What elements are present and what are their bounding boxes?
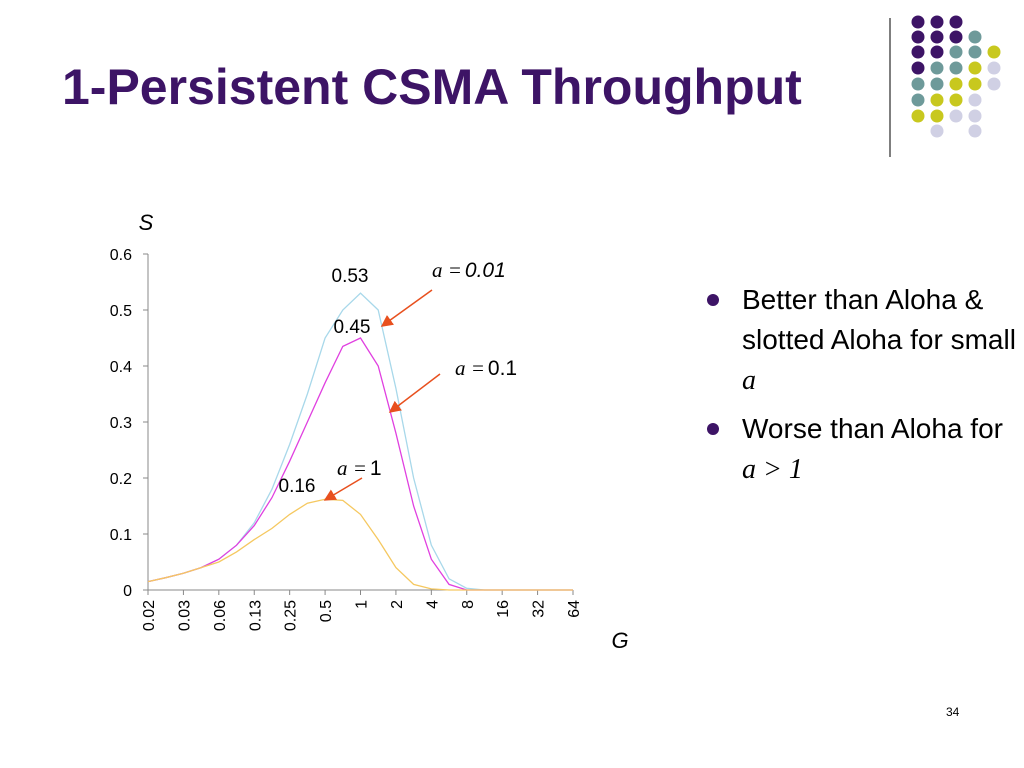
dot (949, 61, 963, 75)
title: 1-Persistent CSMA Throughput (62, 59, 802, 115)
y-tick-label: 0.5 (110, 303, 132, 320)
x-tick-label: 1 (354, 600, 371, 609)
dot (930, 124, 944, 138)
dot (911, 93, 925, 107)
bullet: Better than Aloha & slotted Aloha for sm… (705, 280, 1020, 401)
dot (911, 45, 925, 59)
y-tick-label: 0.1 (110, 527, 132, 544)
dot (911, 77, 925, 91)
x-tick-label: 4 (424, 600, 441, 609)
y-axis-label: S (139, 210, 154, 235)
dot (930, 15, 944, 29)
y-tick-label: 0.6 (110, 247, 132, 264)
annotation-value: 0.1 (488, 357, 517, 380)
bullet-italic: a > 1 (742, 454, 803, 485)
annotation: a = 0.1 (455, 356, 517, 380)
dot (968, 93, 982, 107)
arrow (380, 289, 433, 327)
annotation-value: 1 (370, 457, 382, 480)
annotation-value: 0.01 (465, 259, 506, 282)
bullet: Worse than Aloha for a > 1 (705, 409, 1020, 490)
dot (949, 109, 963, 123)
dot (930, 93, 944, 107)
annotation: a = 0.01 (432, 258, 506, 282)
dot (911, 109, 925, 123)
x-tick-label: 8 (460, 600, 477, 609)
dot (987, 61, 1001, 75)
decoration (911, 15, 1001, 138)
x-tick-label: 0.03 (176, 600, 193, 631)
x-tick-label: 32 (531, 600, 548, 618)
dot (930, 77, 944, 91)
annotation-symbol: a = (455, 356, 485, 380)
dot (949, 45, 963, 59)
y-tick-label: 0.2 (110, 471, 132, 488)
series-line (147, 498, 573, 591)
dot (968, 77, 982, 91)
bullet-italic: a (742, 365, 756, 396)
dot (911, 30, 925, 44)
dot (968, 124, 982, 138)
annotation: a = 1 (337, 456, 382, 480)
x-tick-label: 0.06 (212, 600, 229, 631)
dot (930, 45, 944, 59)
dot (930, 61, 944, 75)
dot (949, 15, 963, 29)
dot (911, 61, 925, 75)
bullet-list: Better than Aloha & slotted Aloha for sm… (705, 280, 1020, 498)
peak-label: 0.16 (279, 476, 316, 497)
dot (968, 45, 982, 59)
x-tick-label: 0.02 (141, 600, 158, 631)
peak-label: 0.53 (332, 266, 369, 287)
dot (930, 30, 944, 44)
dot (949, 30, 963, 44)
dot (949, 77, 963, 91)
y-tick-label: 0.4 (110, 359, 132, 376)
bullet-text: Worse than Aloha for (742, 413, 1003, 444)
annotation-symbol: a = (337, 456, 367, 480)
x-tick-label: 0.13 (247, 600, 264, 631)
x-tick-label: 0.25 (283, 600, 300, 631)
dot (987, 77, 1001, 91)
dot (930, 109, 944, 123)
dot (987, 45, 1001, 59)
x-tick-label: 0.5 (318, 600, 335, 622)
x-tick-label: 2 (389, 600, 406, 609)
dot (968, 61, 982, 75)
dot (968, 109, 982, 123)
y-tick-label: 0.3 (110, 415, 132, 432)
y-tick-label: 0 (123, 583, 132, 600)
chart: 0 0.1 0.2 0.3 0.4 0.5 0.6 0.02 0.03 0.06 0.13 0.25 0… (110, 210, 629, 653)
dot (911, 15, 925, 29)
annotation-symbol: a = (432, 258, 462, 282)
bullet-text: Better than Aloha & slotted Aloha for sm… (742, 284, 1016, 355)
peak-label: 0.45 (334, 317, 371, 338)
slide-number: 34 (946, 705, 960, 719)
dot (968, 30, 982, 44)
dot (949, 93, 963, 107)
arrow (388, 373, 441, 413)
x-axis-label: G (611, 628, 628, 653)
arrow (323, 477, 363, 501)
x-tick-label: 64 (566, 600, 583, 618)
x-tick-label: 16 (495, 600, 512, 618)
